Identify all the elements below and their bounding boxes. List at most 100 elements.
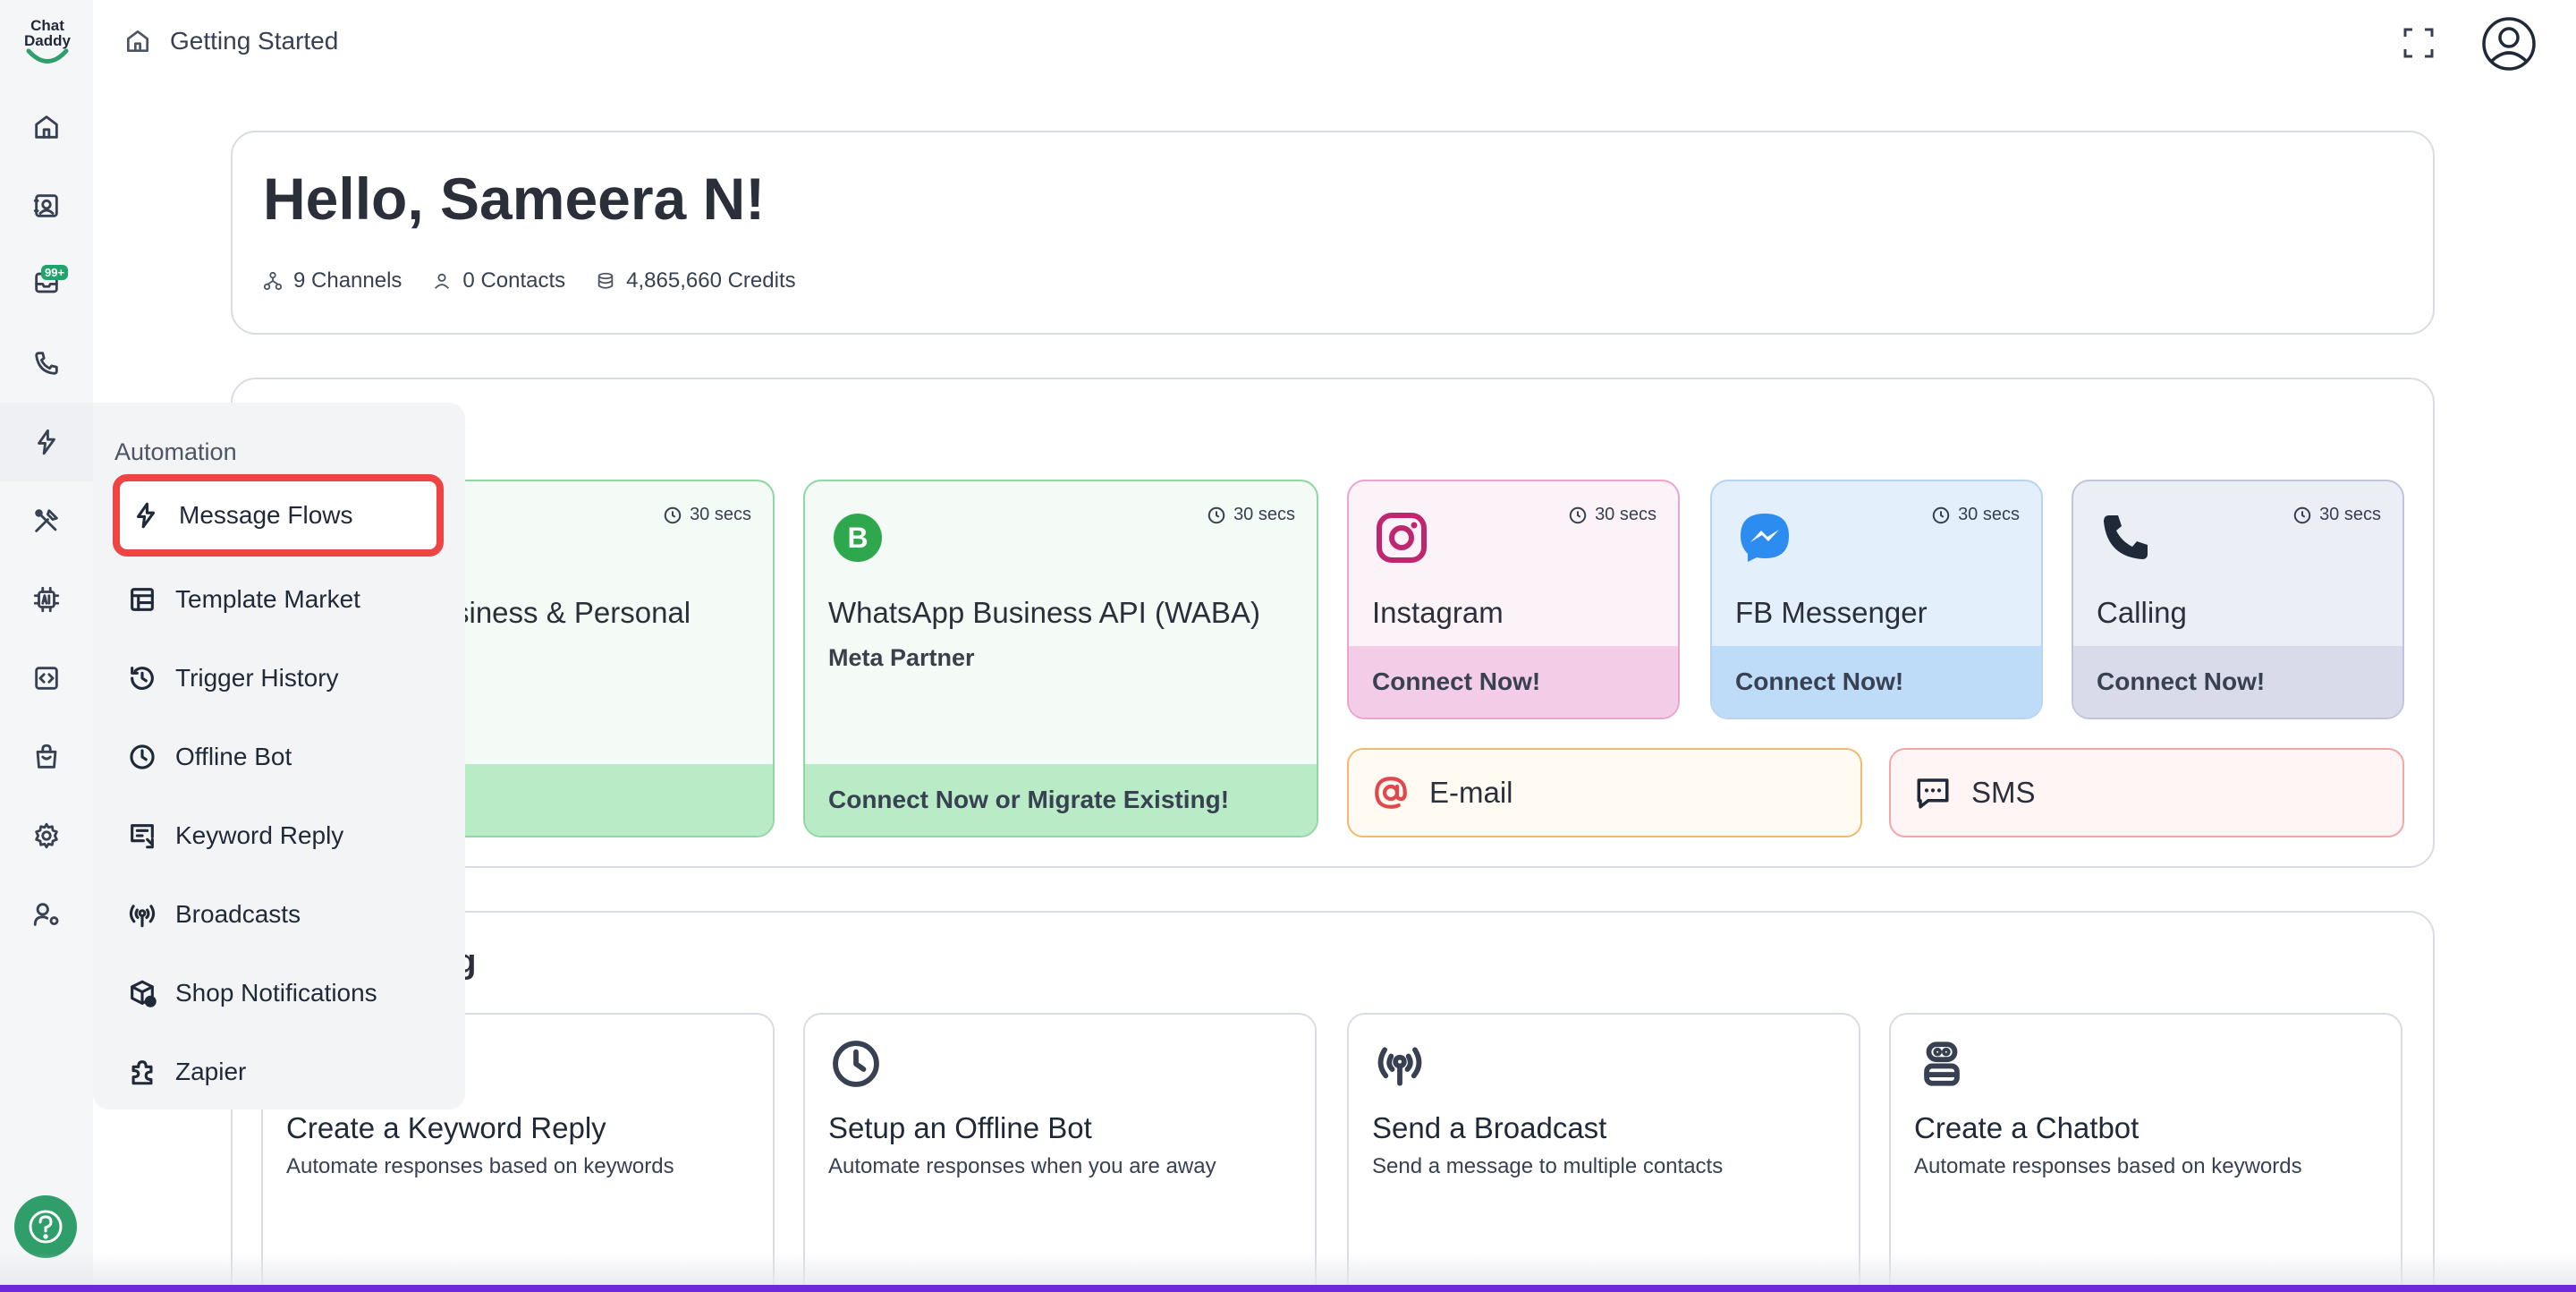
account-stats: 9 Channels 0 Contacts 4,865,660 Credits xyxy=(263,268,796,293)
keyword-icon xyxy=(131,824,154,849)
user-settings-icon xyxy=(33,903,59,926)
profile-button[interactable] xyxy=(2481,16,2537,72)
channel-cta[interactable]: Connect Now or Migrate Existing! xyxy=(805,764,1317,836)
messenger-icon xyxy=(1741,514,1789,562)
rail-tools[interactable] xyxy=(25,499,68,542)
rail-calls[interactable] xyxy=(25,342,68,385)
channel-cta[interactable]: Connect Now! xyxy=(1349,646,1678,718)
clock-icon xyxy=(1569,506,1587,523)
user-icon xyxy=(435,273,450,289)
channel-cta[interactable]: Connect Now! xyxy=(1712,646,2041,718)
email-channel[interactable]: E-mail xyxy=(1347,748,1862,837)
credits-stat: 4,865,660 Credits xyxy=(596,268,796,293)
home-icon xyxy=(35,115,58,139)
channel-name: Instagram xyxy=(1372,596,1504,629)
menu-item-offline-bot[interactable]: Offline Bot xyxy=(122,730,444,784)
left-rail: Chat Daddy 99+ xyxy=(0,0,93,1292)
channel-name: siness & Personal xyxy=(454,596,691,629)
broadcast-icon xyxy=(1377,1047,1422,1086)
channel-cta[interactable]: Connect Now! xyxy=(2073,646,2402,718)
broadcast-icon xyxy=(129,905,156,928)
channel-name: WhatsApp Business API (WABA) xyxy=(828,596,1260,629)
ai-chip-icon xyxy=(33,586,60,613)
rail-ai[interactable] xyxy=(25,578,68,621)
clock-icon xyxy=(833,1041,879,1087)
history-icon xyxy=(131,667,154,690)
channel-name: Calling xyxy=(2097,596,2187,629)
phone-icon xyxy=(2104,515,2148,559)
action-description: Send a message to multiple contacts xyxy=(1372,1154,1724,1178)
clock-icon xyxy=(1208,506,1225,523)
at-sign-icon xyxy=(1375,777,1407,809)
automation-menu-title: Automation xyxy=(114,438,237,465)
channel-subtitle: Meta Partner xyxy=(828,644,975,671)
messenger-tile[interactable]: 30 secs FB Messenger Connect Now! xyxy=(1710,480,2043,719)
bot-icon xyxy=(1924,1041,1960,1086)
channels-stat: 9 Channels xyxy=(263,268,402,293)
email-label: E-mail xyxy=(1429,776,1513,809)
contacts-stat: 0 Contacts xyxy=(432,268,565,293)
chat-dots-icon xyxy=(1917,778,1949,809)
greeting-card: Hello, Sameera N! 9 Channels 0 Contacts … xyxy=(231,131,2435,335)
sms-label: SMS xyxy=(1971,776,2036,809)
action-broadcast[interactable]: Send a Broadcast Send a message to multi… xyxy=(1347,1013,1860,1292)
help-button[interactable] xyxy=(14,1195,77,1258)
puzzle-icon xyxy=(131,1060,153,1085)
breadcrumb[interactable]: Getting Started xyxy=(123,27,338,55)
shopping-bag-icon xyxy=(36,744,57,769)
bolt-icon xyxy=(38,429,55,455)
rail-contacts[interactable] xyxy=(25,184,68,227)
action-title: Setup an Offline Bot xyxy=(828,1111,1092,1144)
menu-item-message-flows[interactable]: Message Flows xyxy=(113,474,444,557)
setup-time: 30 secs xyxy=(2292,505,2381,525)
action-title: Send a Broadcast xyxy=(1372,1111,1607,1144)
smile-icon xyxy=(26,48,69,64)
clock-icon xyxy=(1932,506,1950,523)
top-bar: Getting Started xyxy=(93,0,2576,88)
action-offline-bot[interactable]: Setup an Offline Bot Automate responses … xyxy=(803,1013,1317,1292)
expand-icon xyxy=(2403,28,2434,58)
rail-home[interactable] xyxy=(25,106,68,149)
contacts-icon xyxy=(33,194,58,217)
clock-icon xyxy=(130,744,155,769)
menu-item-template-market[interactable]: Template Market xyxy=(122,573,444,626)
logo-text-1: Chat xyxy=(30,17,64,34)
phone-icon xyxy=(35,352,58,375)
tools-icon xyxy=(35,509,58,532)
menu-item-trigger-history[interactable]: Trigger History xyxy=(122,651,444,705)
svg-text:B: B xyxy=(847,522,868,554)
inbox-badge: 99+ xyxy=(41,265,69,280)
action-title: Create a Chatbot xyxy=(1914,1111,2140,1144)
credits-count: 4,865,660 Credits xyxy=(626,268,796,293)
menu-item-keyword-reply[interactable]: Keyword Reply xyxy=(122,809,444,863)
sms-channel[interactable]: SMS xyxy=(1889,748,2404,837)
channels-count: 9 Channels xyxy=(293,268,402,293)
setup-time: 30 secs xyxy=(663,505,751,525)
rail-developer[interactable] xyxy=(25,657,68,700)
rail-team[interactable] xyxy=(25,893,68,936)
menu-item-zapier[interactable]: Zapier xyxy=(122,1045,444,1099)
rail-settings[interactable] xyxy=(25,814,68,857)
clock-icon xyxy=(2293,506,2311,523)
chatdaddy-logo[interactable]: Chat Daddy xyxy=(20,18,75,72)
instagram-icon xyxy=(1377,513,1427,563)
whatsapp-business-icon: B xyxy=(834,514,882,562)
rail-shop[interactable] xyxy=(25,735,68,778)
menu-item-broadcasts[interactable]: Broadcasts xyxy=(122,888,444,941)
box-icon xyxy=(131,980,157,1007)
rail-automation[interactable] xyxy=(0,403,93,481)
waba-tile[interactable]: 30 secs B WhatsApp Business API (WABA) M… xyxy=(803,480,1318,837)
template-icon xyxy=(131,588,154,611)
help-icon xyxy=(29,1210,63,1244)
calling-tile[interactable]: 30 secs Calling Connect Now! xyxy=(2072,480,2404,719)
action-chatbot[interactable]: Create a Chatbot Automate responses base… xyxy=(1889,1013,2402,1292)
action-description: Automate responses based on keywords xyxy=(1914,1154,2302,1178)
bolt-icon xyxy=(136,502,156,529)
action-title: Create a Keyword Reply xyxy=(286,1111,606,1144)
menu-item-shop-notifications[interactable]: Shop Notifications xyxy=(122,966,444,1020)
instagram-tile[interactable]: 30 secs Instagram Connect Now! xyxy=(1347,480,1680,719)
breadcrumb-label: Getting Started xyxy=(170,27,339,55)
network-icon xyxy=(263,271,283,291)
clock-icon xyxy=(664,506,682,523)
fullscreen-button[interactable] xyxy=(2402,27,2435,59)
